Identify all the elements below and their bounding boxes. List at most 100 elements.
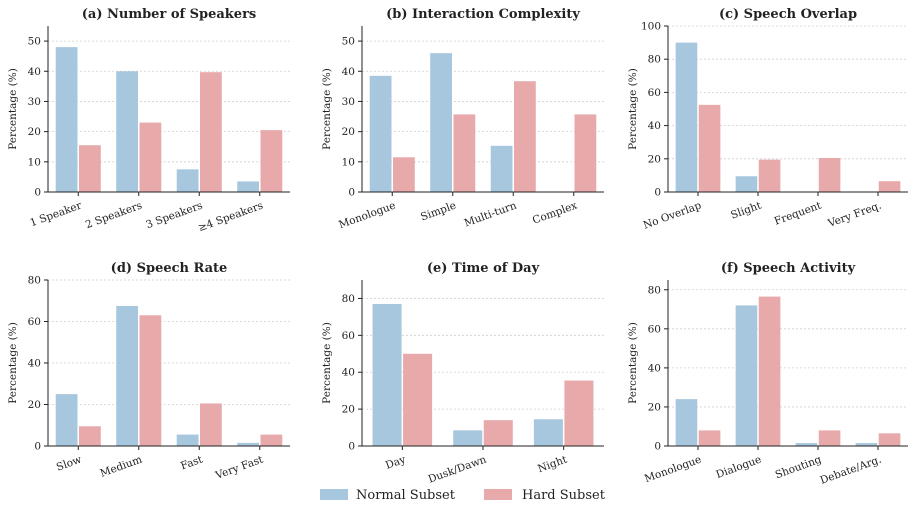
bar-normal-0 — [675, 42, 698, 192]
chart-title: (b) Interaction Complexity — [386, 7, 580, 22]
bar-hard-3 — [574, 114, 597, 192]
bar-normal-0 — [369, 75, 392, 192]
bar-hard-3 — [878, 433, 901, 446]
x-tick-label: 2 Speakers — [84, 200, 144, 232]
x-tick-label: Very Fast — [213, 453, 265, 482]
bar-normal-1 — [735, 305, 758, 446]
y-tick-label: 80 — [342, 293, 355, 305]
y-tick-label: 40 — [28, 66, 41, 78]
y-tick-label: 60 — [648, 87, 661, 99]
bar-normal-3 — [855, 443, 878, 446]
y-axis-label: Percentage (%) — [627, 322, 639, 404]
bar-normal-2 — [176, 169, 199, 192]
y-tick-label: 20 — [342, 404, 355, 416]
legend-label-normal: Normal Subset — [356, 488, 456, 503]
legend-swatch-hard — [484, 489, 512, 500]
legend-label-hard: Hard Subset — [522, 488, 606, 503]
y-tick-label: 20 — [648, 401, 661, 413]
x-tick-label: Shouting — [774, 453, 824, 481]
y-tick-label: 30 — [342, 96, 355, 108]
bar-normal-2 — [176, 434, 199, 446]
y-tick-label: 0 — [34, 187, 41, 199]
y-tick-label: 30 — [28, 96, 41, 108]
x-tick-label: Dusk/Dawn — [427, 453, 489, 485]
bar-normal-1 — [735, 176, 758, 192]
x-tick-label: Night — [536, 453, 569, 475]
bar-hard-3 — [260, 434, 283, 446]
bar-normal-0 — [372, 303, 402, 446]
y-tick-label: 50 — [28, 36, 41, 48]
y-tick-label: 0 — [34, 441, 41, 453]
y-tick-label: 20 — [648, 153, 661, 165]
bar-normal-2 — [795, 443, 818, 446]
y-tick-label: 40 — [648, 120, 661, 132]
bar-hard-0 — [698, 104, 721, 192]
chart-title: (e) Time of Day — [427, 261, 540, 276]
bar-hard-2 — [200, 403, 222, 446]
y-tick-label: 40 — [342, 66, 355, 78]
bar-normal-0 — [675, 399, 698, 446]
chart-title: (c) Speech Overlap — [719, 7, 857, 22]
chart-panel-5: 0 20 40 60 80 Monologue Dialogue ShoutingDebate… — [627, 261, 908, 487]
chart-panel-2: 0 20 40 60 80 100 No Overlap Slight Frequent Very… — [627, 7, 908, 232]
x-tick-label: Debate/Arg. — [819, 454, 883, 487]
bar-normal-0 — [55, 394, 78, 447]
bar-hard-1 — [139, 122, 162, 192]
y-tick-label: 0 — [654, 187, 661, 199]
bar-normal-3 — [237, 181, 259, 192]
x-tick-label: Medium — [99, 454, 144, 480]
bar-hard-0 — [79, 145, 101, 192]
bar-normal-0 — [55, 47, 78, 192]
bar-normal-1 — [430, 53, 452, 192]
x-tick-label: Fast — [179, 453, 205, 472]
bar-normal-3 — [237, 442, 259, 446]
bar-hard-2 — [564, 380, 594, 446]
y-tick-label: 40 — [28, 358, 41, 370]
x-tick-label: Very Freq. — [826, 200, 883, 231]
bar-normal-1 — [116, 305, 138, 446]
x-tick-label: Monologue — [337, 200, 397, 232]
x-tick-label: Dialogue — [714, 454, 763, 481]
bar-hard-2 — [200, 72, 222, 192]
bar-normal-2 — [533, 419, 563, 446]
y-tick-label: 10 — [342, 156, 355, 168]
y-tick-label: 80 — [28, 275, 41, 287]
bar-hard-1 — [758, 296, 781, 446]
bar-hard-2 — [818, 430, 841, 446]
bar-hard-1 — [758, 159, 781, 192]
y-axis-label: Percentage (%) — [321, 322, 333, 404]
y-tick-label: 40 — [648, 362, 661, 374]
bar-hard-0 — [698, 430, 721, 446]
bar-hard-0 — [403, 353, 433, 446]
chart-title: (f) Speech Activity — [721, 261, 856, 276]
bar-hard-3 — [878, 181, 901, 192]
bar-hard-1 — [453, 114, 476, 192]
bar-hard-1 — [483, 420, 513, 446]
y-tick-label: 80 — [648, 54, 661, 66]
bar-hard-1 — [139, 315, 162, 446]
x-tick-label: Monologue — [643, 454, 703, 486]
x-tick-label: Complex — [531, 200, 579, 227]
y-tick-label: 100 — [641, 21, 661, 33]
x-tick-label: ≥4 Speakers — [197, 200, 265, 235]
bar-hard-3 — [260, 130, 283, 192]
bar-normal-1 — [116, 71, 138, 192]
chart-panel-1: 0 10 20 30 40 50 Monologue Simple Multi-turn Comp… — [321, 7, 604, 231]
y-axis-label: Percentage (%) — [627, 68, 639, 150]
y-tick-label: 20 — [28, 399, 41, 411]
y-tick-label: 40 — [342, 367, 355, 379]
x-tick-label: No Overlap — [642, 199, 704, 231]
y-tick-label: 0 — [654, 441, 661, 453]
y-tick-label: 20 — [28, 126, 41, 138]
y-tick-label: 0 — [348, 187, 355, 199]
y-tick-label: 80 — [648, 284, 661, 296]
x-tick-label: Day — [384, 454, 408, 472]
y-tick-label: 60 — [648, 323, 661, 335]
y-tick-label: 60 — [28, 316, 41, 328]
bar-hard-2 — [818, 157, 841, 192]
y-tick-label: 60 — [342, 330, 355, 342]
x-tick-label: Slight — [729, 199, 764, 221]
chart-panel-0: 0 10 20 30 40 50 1 Speaker 2 Speakers 3 Speakers… — [7, 7, 290, 234]
y-axis-label: Percentage (%) — [7, 68, 19, 150]
